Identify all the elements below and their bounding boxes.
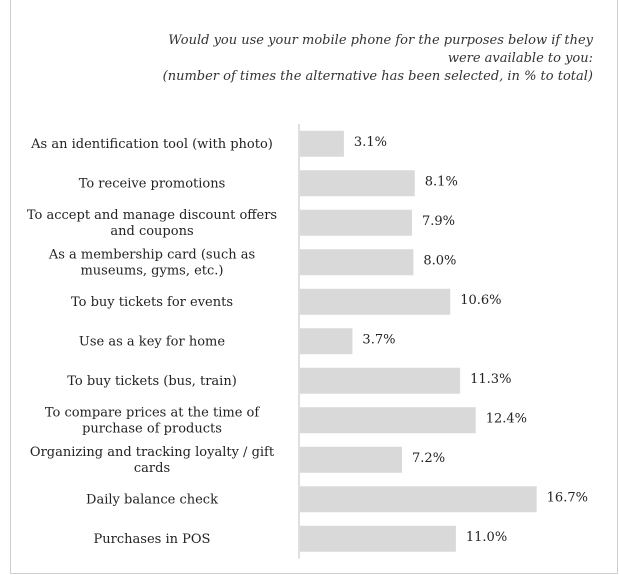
bar [300,486,537,513]
category-label: Daily balance check [86,492,218,507]
chart-title-line-1: Would you use your mobile phone for the … [168,33,593,48]
data-label: 16.7% [547,490,588,505]
data-label: 12.4% [486,411,527,426]
data-label: 10.6% [460,293,501,308]
category-label: As an identification tool (with photo) [30,137,273,152]
category-label: To buy tickets for events [71,295,233,310]
bar [300,288,451,315]
data-label: 8.0% [423,253,456,268]
bar [300,407,476,434]
bar [300,249,414,276]
chart-subtitle: (number of times the alternative has bee… [162,69,593,84]
bar [300,328,353,355]
category-label: Organizing and tracking loyalty / gift ca… [30,445,275,476]
category-label: Purchases in POS [94,532,211,547]
bar [300,446,403,473]
data-label: 11.0% [466,530,507,545]
data-label: 7.9% [422,214,455,229]
data-label: 3.7% [362,332,395,347]
category-label: To receive promotions [79,176,226,191]
data-label: 11.3% [470,372,511,387]
bar [300,367,461,394]
data-label: 8.1% [425,174,458,189]
chart-title-line-2: were available to you: [447,51,593,66]
bar [300,130,344,157]
data-label: 7.2% [412,451,445,466]
category-label: To compare prices at the time of purchase… [45,405,261,436]
chart-frame [10,0,618,574]
data-label: 3.1% [354,135,387,150]
category-label: As a membership card (such as museums, gy… [48,247,255,278]
bar [300,209,412,236]
category-label: To buy tickets (bus, train) [67,374,237,389]
bar [300,525,456,552]
bar [300,170,415,197]
category-label: Use as a key for home [79,334,225,349]
category-label: To accept and manage discount offers and … [27,208,277,239]
